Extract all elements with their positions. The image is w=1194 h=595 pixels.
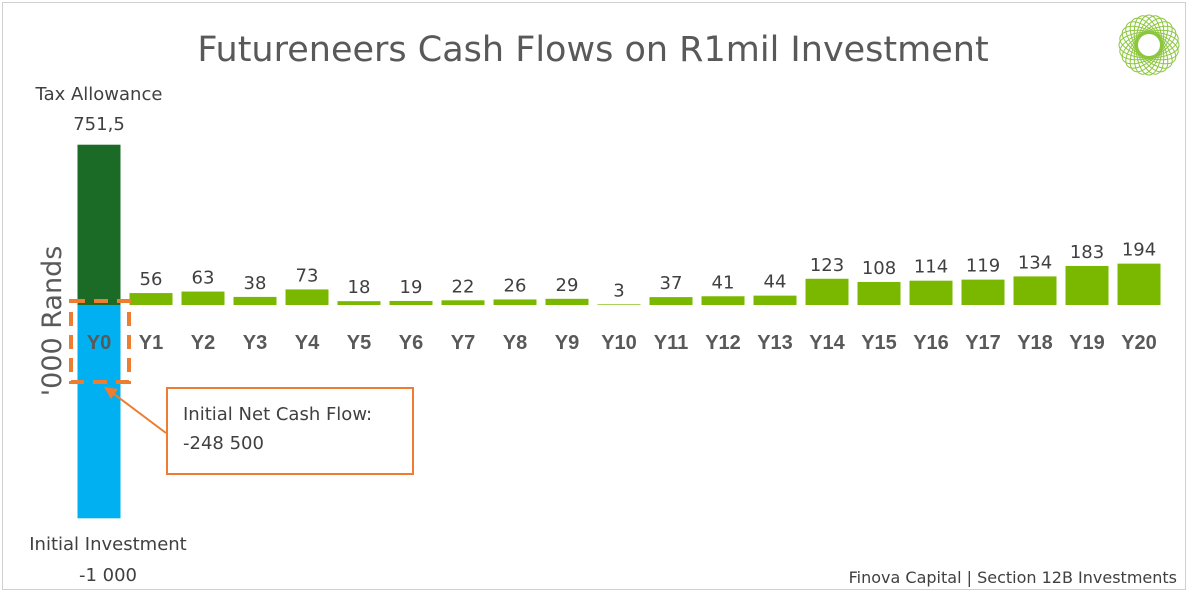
x-tick-y18: Y18 (1017, 332, 1053, 354)
chart-canvas: Futureneers Cash Flows on R1mil Investme… (29, 14, 1180, 587)
bar-series (129, 263, 1161, 305)
y0-highlight-box (69, 299, 131, 384)
x-tick-y17: Y17 (965, 332, 1001, 354)
bar-y16 (909, 280, 953, 305)
value-label-y1: 56 (140, 269, 163, 290)
callout-arrow (109, 390, 167, 434)
value-label-y7: 22 (452, 276, 475, 297)
x-tick-y7: Y7 (451, 332, 475, 354)
bar-y10 (597, 304, 641, 305)
x-tick-y19: Y19 (1069, 332, 1105, 354)
bar-y8 (493, 299, 537, 305)
bar-y3 (233, 296, 277, 305)
x-tick-y0: Y0 (87, 332, 111, 354)
bar-y18 (1013, 276, 1057, 305)
x-tick-y15: Y15 (861, 332, 897, 354)
callout-arrowhead (104, 387, 118, 399)
x-tick-y9: Y9 (555, 332, 579, 354)
x-tick-y1: Y1 (139, 332, 163, 354)
x-tick-y16: Y16 (913, 332, 949, 354)
bar-y15 (857, 281, 901, 305)
bar-y4 (285, 289, 329, 305)
x-tick-y11: Y11 (654, 332, 688, 354)
value-label-y4: 73 (296, 265, 319, 286)
initial-investment-label: Initial Investment (29, 534, 186, 555)
bar-y19 (1065, 265, 1109, 305)
bar-y2 (181, 291, 225, 305)
x-tick-y5: Y5 (347, 332, 371, 354)
initial-investment-value-label: -1 000 (79, 565, 137, 586)
bar-y5 (337, 301, 381, 305)
callout-line-1: Initial Net Cash Flow: (183, 404, 372, 425)
x-tick-labels: Y0 Y1 Y2 Y3 Y4 Y5 Y6 Y7 Y8 Y9 Y10 Y11 Y12 Y13 Y14 Y15 Y1… (87, 332, 1157, 354)
value-label-y2: 63 (192, 268, 215, 289)
value-label-y12: 41 (712, 272, 735, 293)
value-label-y19: 183 (1070, 242, 1104, 263)
x-tick-y14: Y14 (809, 332, 845, 354)
chart-frame: Futureneers Cash Flows on R1mil Investme… (2, 2, 1186, 590)
value-label-y10: 3 (613, 280, 624, 301)
bar-y12 (701, 296, 745, 305)
tax-allowance-value-label: 751,5 (73, 114, 125, 135)
value-label-y8: 26 (504, 275, 527, 296)
x-tick-y10: Y10 (601, 332, 637, 354)
bar-y14 (805, 278, 849, 305)
x-tick-y3: Y3 (243, 332, 267, 354)
bar-y1 (129, 293, 173, 305)
value-label-y9: 29 (556, 275, 579, 296)
x-tick-y4: Y4 (295, 332, 320, 354)
tax-allowance-label: Tax Allowance (35, 84, 163, 105)
bar-y6 (389, 300, 433, 305)
value-label-y3: 38 (244, 273, 267, 294)
value-label-y11: 37 (660, 273, 683, 294)
tax-allowance-bar (77, 144, 121, 305)
value-labels: 56 63 38 73 18 19 22 26 29 3 37 41 44 123 108 114 119 134… (140, 240, 1157, 302)
bar-y13 (753, 295, 797, 305)
x-tick-y13: Y13 (757, 332, 793, 354)
value-label-y14: 123 (810, 255, 844, 276)
bar-y11 (649, 297, 693, 305)
x-tick-y20: Y20 (1121, 332, 1157, 354)
bar-y17 (961, 279, 1005, 305)
value-label-y5: 18 (348, 277, 371, 298)
chart-title: Futureneers Cash Flows on R1mil Investme… (197, 30, 988, 70)
value-label-y13: 44 (764, 272, 787, 293)
callout-line-2: -248 500 (183, 433, 264, 454)
x-tick-y8: Y8 (503, 332, 527, 354)
initial-investment-bar (77, 305, 121, 519)
x-tick-y12: Y12 (705, 332, 741, 354)
bar-y20 (1117, 263, 1161, 305)
x-tick-y6: Y6 (399, 332, 423, 354)
x-tick-y2: Y2 (191, 332, 215, 354)
callout-box (166, 387, 414, 475)
footer-source: Finova Capital | Section 12B Investments (849, 568, 1177, 587)
y-axis-label: '000 Rands (37, 246, 68, 397)
finova-logo-icon (1118, 14, 1180, 76)
value-label-y17: 119 (966, 256, 1000, 277)
bar-y9 (545, 298, 589, 305)
value-label-y6: 19 (400, 277, 423, 298)
value-label-y15: 108 (862, 258, 896, 279)
bar-y7 (441, 300, 485, 305)
value-label-y18: 134 (1018, 252, 1052, 273)
value-label-y16: 114 (914, 257, 948, 278)
value-label-y20: 194 (1122, 240, 1156, 261)
